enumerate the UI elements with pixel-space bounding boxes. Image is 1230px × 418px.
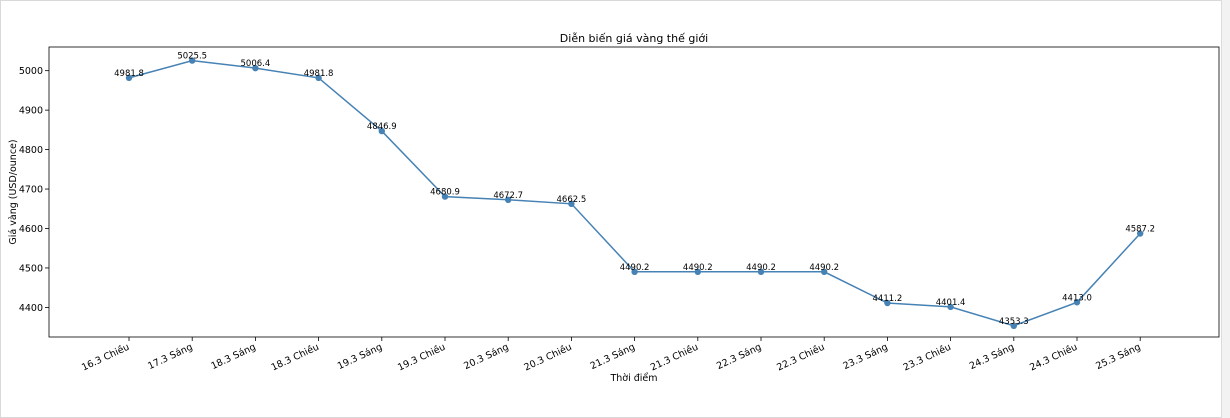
data-point[interactable] <box>1137 230 1144 237</box>
y-tick-label: 4500 <box>19 263 43 274</box>
data-point[interactable] <box>631 268 638 276</box>
axes-frame <box>48 46 1220 338</box>
data-point[interactable] <box>694 268 701 276</box>
data-point[interactable] <box>189 57 196 64</box>
y-tick-label: 4600 <box>19 224 43 235</box>
chart-title: Diễn biến giá vàng thế giới <box>560 32 708 45</box>
x-tick-label: 25.3 Sáng <box>1094 342 1142 372</box>
y-axis-label: Giá vàng (USD/ounce) <box>8 139 19 244</box>
data-label: 4981.8 <box>304 69 334 79</box>
y-tick-label: 5000 <box>19 66 43 77</box>
data-label: 4981.8 <box>114 69 144 79</box>
x-tick-label: 21.3 Chiều <box>649 342 700 374</box>
plot-area: 4400 4500 4600 4700 4800 4900 5000 16.3 Chiều 17… <box>19 46 1220 374</box>
x-tick-label: 24.3 Sáng <box>968 342 1016 372</box>
data-label: 4587.2 <box>1125 225 1155 235</box>
data-label: 4353.3 <box>999 317 1029 327</box>
x-tick-label: 16.3 Chiều <box>80 342 131 374</box>
data-label: 4662.5 <box>557 195 587 205</box>
data-point[interactable] <box>821 268 828 276</box>
x-tick-label: 24.3 Chiều <box>1028 342 1079 374</box>
x-tick-label: 20.3 Sáng <box>462 342 510 372</box>
data-point[interactable] <box>947 303 954 311</box>
y-tick-label: 4900 <box>19 106 43 117</box>
data-point[interactable] <box>315 74 322 82</box>
x-tick-label: 19.3 Chiều <box>396 342 447 374</box>
data-point[interactable] <box>568 200 575 208</box>
data-label: 4490.2 <box>620 263 650 273</box>
data-label: 4401.4 <box>936 298 966 308</box>
x-tick-label: 23.3 Sáng <box>841 342 889 372</box>
x-tick-label: 22.3 Chiều <box>775 342 826 374</box>
data-point[interactable] <box>757 268 765 276</box>
data-label: 4680.9 <box>430 188 460 198</box>
x-tick-label: 19.3 Sáng <box>336 342 384 372</box>
y-tick-label: 4700 <box>19 185 43 196</box>
x-tick-label: 23.3 Chiều <box>902 342 953 374</box>
x-axis-label: Thời điểm <box>609 373 657 384</box>
data-point[interactable] <box>884 299 891 307</box>
x-tick-label: 22.3 Sáng <box>715 342 763 372</box>
y-tick-label: 4800 <box>19 145 43 156</box>
data-label: 5006.4 <box>241 59 271 69</box>
data-label: 4672.7 <box>493 191 523 201</box>
x-tick-label: 20.3 Chiều <box>522 342 573 374</box>
data-label: 4490.2 <box>746 263 776 273</box>
scrollbar-track[interactable] <box>1221 0 1230 418</box>
data-point[interactable] <box>252 64 259 72</box>
data-label: 4490.2 <box>683 263 713 273</box>
x-tick-label: 17.3 Sáng <box>146 342 194 372</box>
data-label: 4490.2 <box>809 263 839 273</box>
y-tick-label: 4400 <box>19 303 43 314</box>
data-point[interactable] <box>125 74 133 82</box>
data-label: 4413.0 <box>1062 293 1092 303</box>
data-point[interactable] <box>1010 322 1017 330</box>
data-label: 4846.9 <box>367 122 397 132</box>
data-point[interactable] <box>378 127 385 135</box>
data-point[interactable] <box>1073 299 1081 306</box>
x-tick-label: 18.3 Sáng <box>209 342 257 372</box>
data-label: 4411.2 <box>873 294 903 304</box>
series-line <box>128 59 1141 327</box>
x-tick-label: 21.3 Sáng <box>589 342 637 372</box>
data-label: 5025.5 <box>177 52 207 62</box>
data-point[interactable] <box>505 196 512 204</box>
x-tick-label: 18.3 Chiều <box>270 342 321 374</box>
data-point[interactable] <box>441 193 449 200</box>
